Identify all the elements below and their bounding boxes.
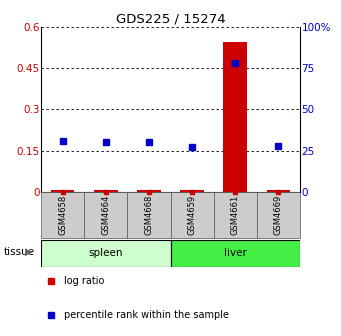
Bar	[41, 192, 84, 238]
Bar	[257, 192, 300, 238]
Bar	[50, 191, 74, 192]
Bar	[170, 240, 300, 267]
Bar	[41, 240, 170, 267]
Bar	[180, 191, 204, 192]
Text: GSM4669: GSM4669	[274, 195, 283, 235]
Bar	[267, 190, 290, 192]
Bar	[214, 192, 257, 238]
Bar	[170, 192, 214, 238]
Bar	[127, 192, 170, 238]
Bar	[84, 192, 127, 238]
Text: log ratio: log ratio	[64, 276, 105, 286]
Bar	[137, 190, 161, 192]
Text: ▶: ▶	[25, 247, 32, 256]
Text: GSM4661: GSM4661	[231, 195, 240, 235]
Text: GSM4664: GSM4664	[101, 195, 110, 235]
Text: percentile rank within the sample: percentile rank within the sample	[64, 310, 229, 321]
Text: GSM4659: GSM4659	[188, 195, 197, 235]
Text: spleen: spleen	[88, 248, 123, 258]
Text: GSM4658: GSM4658	[58, 195, 67, 235]
Text: liver: liver	[224, 248, 247, 258]
Bar	[94, 190, 118, 192]
Text: GSM4668: GSM4668	[144, 195, 153, 235]
Bar	[223, 42, 247, 192]
Text: tissue: tissue	[3, 247, 34, 256]
Title: GDS225 / 15274: GDS225 / 15274	[116, 13, 225, 26]
